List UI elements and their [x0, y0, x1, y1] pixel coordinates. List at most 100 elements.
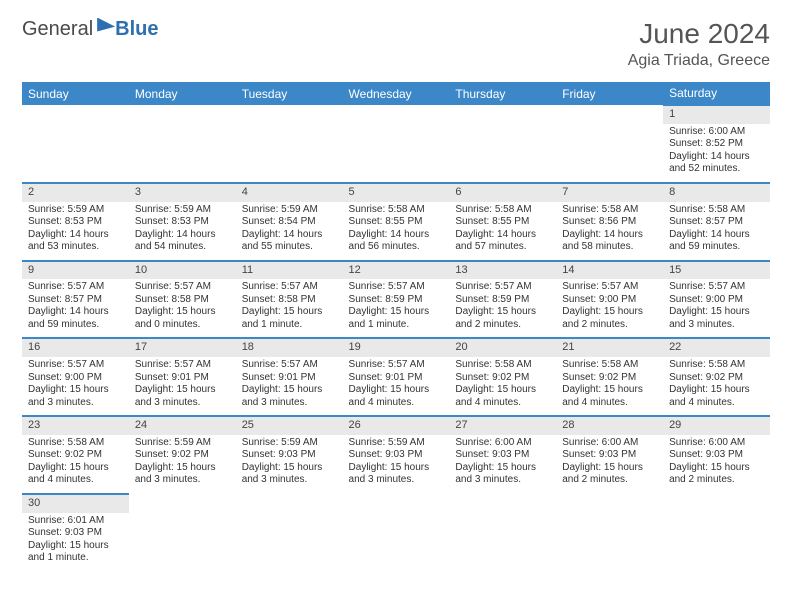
daylight-line: Daylight: 14 hours and 56 minutes.: [349, 229, 444, 254]
sunset-line: Sunset: 9:03 PM: [669, 449, 764, 462]
sunrise-line: Sunrise: 6:00 AM: [562, 437, 657, 450]
week-info-row: Sunrise: 6:01 AMSunset: 9:03 PMDaylight:…: [22, 513, 770, 571]
logo-text-blue: Blue: [115, 18, 158, 41]
daylight-line: Daylight: 15 hours and 1 minute.: [349, 306, 444, 331]
sunrise-line: Sunrise: 6:00 AM: [669, 437, 764, 450]
sunset-line: Sunset: 9:01 PM: [135, 372, 230, 385]
calendar-body: 1 Sunrise: 6:00 AMSunset: 8:52 PMDayligh…: [22, 105, 770, 571]
sunset-line: Sunset: 9:00 PM: [28, 372, 123, 385]
day-info-cell: Sunrise: 5:59 AMSunset: 8:53 PMDaylight:…: [22, 202, 129, 261]
sunrise-line: Sunrise: 5:57 AM: [135, 359, 230, 372]
sunset-line: Sunset: 9:02 PM: [135, 449, 230, 462]
sunrise-line: Sunrise: 5:57 AM: [242, 281, 337, 294]
sunset-line: Sunset: 9:02 PM: [455, 372, 550, 385]
day-number-cell: 2: [22, 183, 129, 202]
sunrise-line: Sunrise: 5:58 AM: [455, 204, 550, 217]
day-info-cell: Sunrise: 5:57 AMSunset: 9:01 PMDaylight:…: [236, 357, 343, 416]
day-info-cell: [343, 513, 450, 571]
sunrise-line: Sunrise: 5:57 AM: [349, 359, 444, 372]
day-info-cell: Sunrise: 5:59 AMSunset: 9:03 PMDaylight:…: [236, 435, 343, 494]
sunset-line: Sunset: 8:57 PM: [28, 294, 123, 307]
day-info-cell: Sunrise: 5:57 AMSunset: 9:01 PMDaylight:…: [129, 357, 236, 416]
day-number-cell: 7: [556, 183, 663, 202]
daylight-line: Daylight: 15 hours and 2 minutes.: [669, 462, 764, 487]
daylight-line: Daylight: 14 hours and 55 minutes.: [242, 229, 337, 254]
day-info-cell: [556, 513, 663, 571]
sunrise-line: Sunrise: 5:58 AM: [455, 359, 550, 372]
week-info-row: Sunrise: 5:57 AMSunset: 9:00 PMDaylight:…: [22, 357, 770, 416]
day-number-cell: 20: [449, 338, 556, 357]
logo-text-general: General: [22, 18, 93, 41]
day-number-cell: 11: [236, 261, 343, 280]
daylight-line: Daylight: 15 hours and 3 minutes.: [135, 384, 230, 409]
daylight-line: Daylight: 14 hours and 52 minutes.: [669, 151, 764, 176]
day-info-cell: Sunrise: 5:58 AMSunset: 8:55 PMDaylight:…: [343, 202, 450, 261]
day-number-cell: 1: [663, 105, 770, 124]
sunrise-line: Sunrise: 5:59 AM: [135, 204, 230, 217]
sunrise-line: Sunrise: 5:57 AM: [669, 281, 764, 294]
sunrise-line: Sunrise: 5:59 AM: [135, 437, 230, 450]
sunset-line: Sunset: 8:53 PM: [135, 216, 230, 229]
sunset-line: Sunset: 8:52 PM: [669, 138, 764, 151]
sunrise-line: Sunrise: 6:00 AM: [669, 126, 764, 139]
day-number-cell: [343, 105, 450, 124]
day-info-cell: [129, 124, 236, 183]
day-info-cell: Sunrise: 5:57 AMSunset: 9:01 PMDaylight:…: [343, 357, 450, 416]
day-info-cell: Sunrise: 5:57 AMSunset: 8:59 PMDaylight:…: [343, 279, 450, 338]
day-number-cell: 30: [22, 494, 129, 513]
sunset-line: Sunset: 9:03 PM: [242, 449, 337, 462]
sunset-line: Sunset: 8:54 PM: [242, 216, 337, 229]
sunrise-line: Sunrise: 5:59 AM: [242, 437, 337, 450]
sunrise-line: Sunrise: 5:58 AM: [669, 359, 764, 372]
day-number-cell: 26: [343, 416, 450, 435]
day-number-cell: [343, 494, 450, 513]
week-number-row: 23242526272829: [22, 416, 770, 435]
day-number-cell: [449, 105, 556, 124]
sunset-line: Sunset: 8:56 PM: [562, 216, 657, 229]
sunrise-line: Sunrise: 5:57 AM: [455, 281, 550, 294]
day-info-cell: [236, 513, 343, 571]
daylight-line: Daylight: 15 hours and 4 minutes.: [349, 384, 444, 409]
day-header: Tuesday: [236, 82, 343, 105]
day-info-cell: Sunrise: 6:00 AMSunset: 9:03 PMDaylight:…: [663, 435, 770, 494]
day-number-cell: 18: [236, 338, 343, 357]
sunrise-line: Sunrise: 5:57 AM: [28, 359, 123, 372]
week-info-row: Sunrise: 5:58 AMSunset: 9:02 PMDaylight:…: [22, 435, 770, 494]
day-info-cell: Sunrise: 5:58 AMSunset: 8:57 PMDaylight:…: [663, 202, 770, 261]
sunset-line: Sunset: 9:00 PM: [669, 294, 764, 307]
daylight-line: Daylight: 14 hours and 53 minutes.: [28, 229, 123, 254]
daylight-line: Daylight: 15 hours and 4 minutes.: [28, 462, 123, 487]
day-header: Friday: [556, 82, 663, 105]
day-header: Thursday: [449, 82, 556, 105]
day-info-cell: Sunrise: 5:58 AMSunset: 9:02 PMDaylight:…: [556, 357, 663, 416]
day-info-cell: Sunrise: 5:59 AMSunset: 8:53 PMDaylight:…: [129, 202, 236, 261]
daylight-line: Daylight: 14 hours and 59 minutes.: [28, 306, 123, 331]
day-header-row: Sunday Monday Tuesday Wednesday Thursday…: [22, 82, 770, 105]
day-number-cell: 4: [236, 183, 343, 202]
week-number-row: 1: [22, 105, 770, 124]
sunset-line: Sunset: 8:55 PM: [455, 216, 550, 229]
sunrise-line: Sunrise: 5:57 AM: [349, 281, 444, 294]
day-number-cell: [22, 105, 129, 124]
day-number-cell: 9: [22, 261, 129, 280]
day-number-cell: [236, 494, 343, 513]
day-number-cell: 23: [22, 416, 129, 435]
daylight-line: Daylight: 15 hours and 3 minutes.: [349, 462, 444, 487]
day-number-cell: 22: [663, 338, 770, 357]
week-number-row: 2345678: [22, 183, 770, 202]
sunrise-line: Sunrise: 5:58 AM: [669, 204, 764, 217]
sunrise-line: Sunrise: 5:59 AM: [349, 437, 444, 450]
daylight-line: Daylight: 15 hours and 3 minutes.: [242, 462, 337, 487]
sunset-line: Sunset: 9:00 PM: [562, 294, 657, 307]
day-number-cell: 12: [343, 261, 450, 280]
sunrise-line: Sunrise: 5:58 AM: [349, 204, 444, 217]
day-info-cell: Sunrise: 5:59 AMSunset: 9:03 PMDaylight:…: [343, 435, 450, 494]
day-info-cell: Sunrise: 5:58 AMSunset: 9:02 PMDaylight:…: [22, 435, 129, 494]
sunset-line: Sunset: 8:59 PM: [455, 294, 550, 307]
sunset-line: Sunset: 8:57 PM: [669, 216, 764, 229]
week-info-row: Sunrise: 6:00 AMSunset: 8:52 PMDaylight:…: [22, 124, 770, 183]
day-header: Monday: [129, 82, 236, 105]
day-info-cell: Sunrise: 5:57 AMSunset: 9:00 PMDaylight:…: [556, 279, 663, 338]
day-info-cell: Sunrise: 5:58 AMSunset: 8:56 PMDaylight:…: [556, 202, 663, 261]
day-number-cell: 6: [449, 183, 556, 202]
